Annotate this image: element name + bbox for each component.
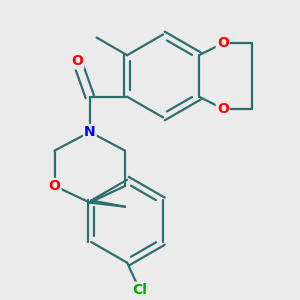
Text: O: O [217,101,229,116]
Text: O: O [49,179,61,193]
Text: O: O [71,54,83,68]
Text: Cl: Cl [132,283,147,297]
Text: O: O [217,36,229,50]
Text: N: N [84,125,96,139]
